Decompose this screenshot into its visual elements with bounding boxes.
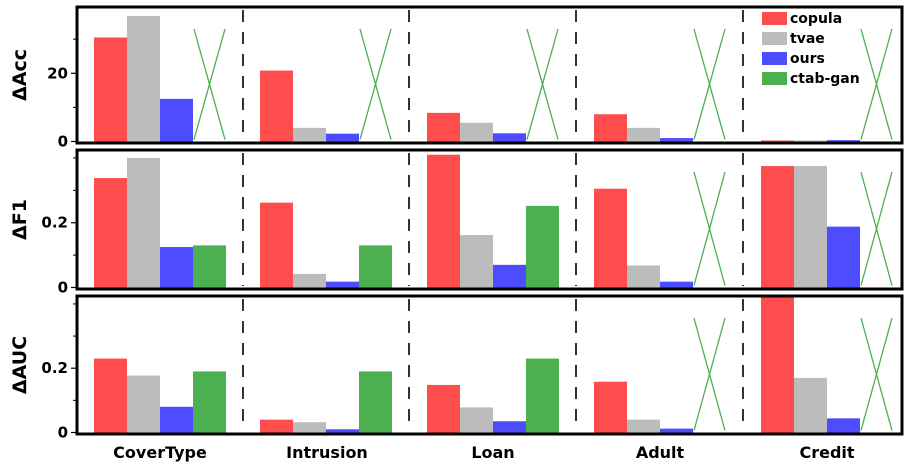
- x-category-label: Adult: [636, 443, 685, 462]
- panel-frame: [75, 148, 904, 291]
- bar-ours-intrusion: [326, 429, 359, 433]
- bar-copula-covertype: [94, 37, 127, 142]
- panel-3: 0 0.2 ΔAUC: [9, 294, 904, 442]
- legend-label-ours: ours: [790, 51, 825, 67]
- bar-ours-adult: [660, 138, 693, 142]
- bar-copula-adult: [594, 114, 627, 142]
- bar-copula-loan: [427, 154, 460, 288]
- bar-ours-loan: [493, 264, 526, 288]
- bar-tvae-loan: [460, 122, 493, 142]
- missing-marker-ctab-gan-credit: [860, 171, 893, 286]
- missing-marker-ctab-gan-adult: [693, 317, 726, 431]
- bar-ctab-gan-intrusion: [359, 371, 392, 433]
- panel-2: 0 0.2 ΔF1: [9, 148, 904, 297]
- missing-marker-ctab-gan-covertype: [193, 28, 226, 140]
- bar-copula-covertype: [94, 358, 127, 433]
- bar-ours-adult: [660, 428, 693, 433]
- missing-marker-ctab-gan-credit: [860, 317, 893, 431]
- bar-tvae-loan: [460, 235, 493, 288]
- x-category-label: Loan: [471, 443, 514, 462]
- bar-tvae-intrusion: [293, 127, 326, 142]
- legend-swatch-tvae: [762, 32, 787, 45]
- bar-ctab-gan-covertype: [193, 245, 226, 288]
- y-tick-label: 20: [47, 64, 68, 82]
- bar-ours-credit: [827, 140, 860, 142]
- missing-marker-ctab-gan-loan: [526, 28, 559, 140]
- x-axis-category-labels: CoverType Intrusion Loan Adult Credit: [113, 443, 855, 462]
- bar-ours-covertype: [160, 406, 193, 433]
- bar-tvae-loan: [460, 407, 493, 433]
- bar-copula-loan: [427, 112, 460, 142]
- x-category-label: Intrusion: [286, 443, 368, 462]
- y-tick-label: 0.2: [41, 359, 68, 377]
- bar-tvae-credit: [794, 166, 827, 288]
- bar-copula-covertype: [94, 178, 127, 288]
- bar-ours-loan: [493, 421, 526, 433]
- legend-label-copula: copula: [790, 11, 842, 27]
- bar-ours-covertype: [160, 247, 193, 288]
- bar-ours-adult: [660, 281, 693, 288]
- y-tick-label: 0.2: [41, 214, 68, 232]
- x-category-label: Credit: [799, 443, 854, 462]
- bar-tvae-credit: [794, 377, 827, 433]
- legend-swatch-copula: [762, 12, 787, 25]
- bar-ctab-gan-loan: [526, 205, 559, 288]
- bar-ours-covertype: [160, 98, 193, 142]
- bar-tvae-adult: [627, 419, 660, 433]
- bar-tvae-covertype: [127, 16, 160, 142]
- missing-marker-ctab-gan-adult: [693, 171, 726, 286]
- bar-ctab-gan-covertype: [193, 371, 226, 433]
- bar-copula-intrusion: [260, 419, 293, 433]
- bar-copula-credit: [761, 166, 794, 288]
- panel-frame: [75, 5, 904, 145]
- bar-ours-credit: [827, 418, 860, 433]
- bar-ours-credit: [827, 226, 860, 288]
- bar-tvae-covertype: [127, 375, 160, 433]
- bar-copula-credit: [761, 297, 794, 433]
- bar-copula-credit: [761, 140, 794, 142]
- bar-copula-adult: [594, 188, 627, 288]
- bar-ours-intrusion: [326, 133, 359, 142]
- bar-ours-loan: [493, 133, 526, 142]
- legend: copula tvae ours ctab-gan: [762, 11, 860, 87]
- y-axis-label: ΔAcc: [9, 49, 31, 101]
- bar-tvae-covertype: [127, 157, 160, 288]
- panel-frame: [75, 294, 904, 436]
- bar-copula-intrusion: [260, 70, 293, 142]
- bar-tvae-intrusion: [293, 273, 326, 288]
- chart-panels: 0 20 ΔAcc 0 0.2 ΔF1 0 0.2 ΔAUC: [9, 5, 904, 442]
- legend-label-ctab-gan: ctab-gan: [790, 71, 860, 87]
- legend-swatch-ctab-gan: [762, 72, 787, 85]
- bar-tvae-adult: [627, 265, 660, 288]
- y-axis-label: ΔAUC: [9, 336, 31, 394]
- bar-tvae-adult: [627, 127, 660, 142]
- bar-tvae-credit: [794, 140, 827, 142]
- bar-copula-loan: [427, 384, 460, 433]
- bar-tvae-intrusion: [293, 422, 326, 433]
- y-axis-label: ΔF1: [9, 199, 31, 240]
- missing-marker-ctab-gan-credit: [860, 28, 893, 140]
- panel-1: 0 20 ΔAcc: [9, 5, 904, 151]
- bar-ours-intrusion: [326, 281, 359, 288]
- legend-label-tvae: tvae: [790, 31, 825, 47]
- bar-copula-intrusion: [260, 202, 293, 288]
- bar-ctab-gan-intrusion: [359, 245, 392, 288]
- bar-ctab-gan-loan: [526, 358, 559, 433]
- missing-marker-ctab-gan-adult: [693, 28, 726, 140]
- bar-copula-adult: [594, 381, 627, 433]
- y-tick-label: 0: [58, 279, 68, 297]
- legend-swatch-ours: [762, 52, 787, 65]
- x-category-label: CoverType: [113, 443, 207, 462]
- y-tick-label: 0: [58, 424, 68, 442]
- missing-marker-ctab-gan-intrusion: [359, 28, 392, 140]
- y-tick-label: 0: [58, 133, 68, 151]
